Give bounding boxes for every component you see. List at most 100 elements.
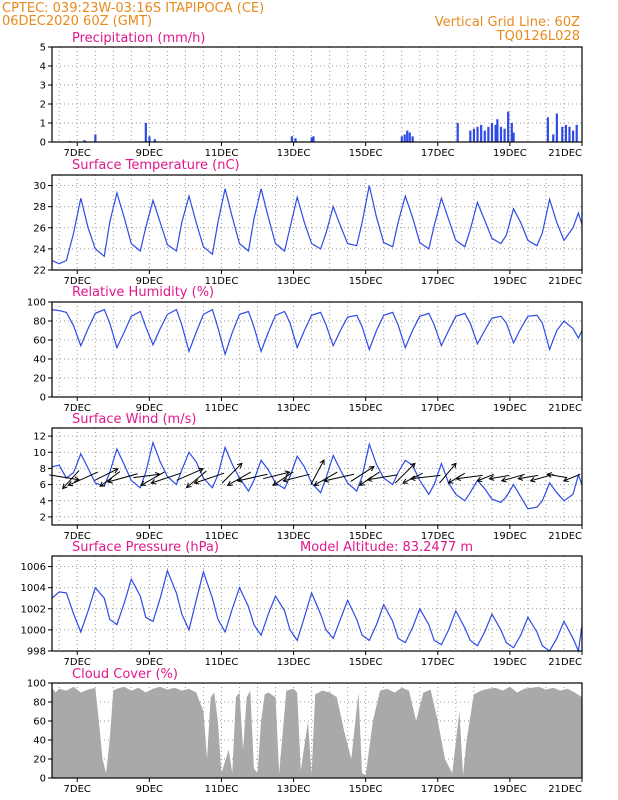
wind-arrow-head: [236, 477, 243, 483]
wind-arrow: [176, 468, 204, 481]
precip-bar: [94, 134, 97, 142]
precip-bar: [144, 123, 147, 142]
wind-arrow: [439, 462, 457, 484]
precip-bar: [568, 126, 571, 142]
precip-bar: [469, 130, 472, 142]
wind-title: Surface Wind (m/s): [72, 412, 196, 427]
wind-arrow: [313, 471, 338, 486]
precip-bar: [494, 124, 497, 142]
temp-panel: Surface Temperature (nC) 22 24 26 28 30 7DEC 9D…: [33, 158, 583, 287]
cloud-title: Cloud Cover (%): [72, 667, 178, 682]
rh-xtick-label: 9DEC: [136, 403, 163, 414]
precip-bar: [552, 134, 555, 142]
precip-bar: [555, 113, 558, 142]
wind-ytick-label: 8: [40, 464, 46, 475]
cloud-xtick-label: 15DEC: [349, 784, 383, 795]
precip-bar: [310, 137, 313, 142]
wind-arrow-head: [319, 459, 325, 466]
temp-xtick-label: 13DEC: [277, 276, 311, 287]
wind-arrow-head: [99, 481, 106, 488]
rh-ytick-label: 0: [40, 393, 46, 404]
wind-arrow-head: [236, 462, 243, 469]
precip-bar: [561, 126, 564, 142]
wind-arrow: [489, 474, 510, 480]
precip-bar: [411, 136, 414, 142]
rh-line: [51, 308, 583, 357]
press-title: Surface Pressure (hPa): [72, 540, 219, 555]
cloud-frame: [51, 682, 583, 779]
wind-arrow: [194, 472, 225, 484]
precip-bar: [564, 124, 567, 142]
wind-arrow: [547, 473, 568, 479]
wind-arrow-head: [358, 480, 365, 486]
wind-ytick-label: 4: [40, 496, 46, 507]
cloud-ytick-label: 60: [33, 717, 46, 728]
rh-ytick-label: 100: [27, 298, 46, 309]
cloud-xtick-label: 17DEC: [421, 784, 455, 795]
wind-arrow-head: [67, 481, 74, 487]
precip-bar: [571, 130, 575, 142]
temp-xtick-label: 9DEC: [136, 276, 163, 287]
precip-bar: [400, 136, 403, 142]
press-xtick-label: 7DEC: [64, 657, 91, 668]
press-line: [51, 568, 583, 654]
wind-arrow: [263, 471, 290, 480]
rh-xtick-label: 17DEC: [421, 403, 455, 414]
press-xtick-label: 19DEC: [493, 657, 527, 668]
rh-xtick-label: 15DEC: [349, 403, 383, 414]
precip-bar: [456, 123, 459, 142]
cloud-xtick-label: 19DEC: [493, 784, 527, 795]
precip-xtick-label: 13DEC: [277, 148, 311, 159]
wind-arrow: [477, 473, 494, 482]
wind-arrow-head: [409, 462, 416, 469]
precip-bar: [312, 136, 315, 142]
wind-ytick-label: 6: [40, 480, 46, 491]
wind-xtick-label: 13DEC: [277, 531, 311, 542]
press-xtick-label: 15DEC: [349, 657, 383, 668]
cloud-cover-area: [52, 686, 582, 778]
wind-arrow-head: [366, 476, 373, 482]
rh-ytick-label: 60: [33, 336, 46, 347]
wind-arrow-head: [546, 472, 553, 478]
precip-bar: [496, 119, 499, 142]
cloud-ytick-label: 40: [33, 736, 46, 747]
wind-arrow: [367, 474, 398, 481]
precip-bar: [546, 117, 549, 142]
wind-arrow: [68, 471, 99, 486]
rh-ytick-label: 80: [33, 317, 46, 328]
wind-xtick-label: 21DEC: [548, 531, 582, 542]
precip-bar: [512, 132, 515, 142]
precip-ytick-label: 3: [40, 81, 46, 92]
press-panel: Surface Pressure (hPa) Model Altitude: 83…: [21, 540, 583, 668]
precip-xtick-label: 11DEC: [205, 148, 239, 159]
wind-arrow: [350, 466, 375, 482]
precip-bar: [499, 126, 503, 142]
temp-ytick-label: 26: [33, 223, 46, 234]
wind-arrow: [310, 459, 325, 485]
precip-bar: [83, 140, 86, 142]
precip-frame: [51, 46, 583, 143]
header-station-text: CPTEC: 039:23W-03:16S ITAPIPOCA (CE): [2, 1, 264, 16]
cloud-xtick-label: 13DEC: [277, 784, 311, 795]
wind-arrow-head: [185, 482, 192, 489]
wind-arrow: [151, 472, 182, 484]
rh-ytick-label: 40: [33, 355, 46, 366]
wind-arrow: [133, 473, 160, 479]
wind-frame: [51, 427, 583, 526]
wind-ytick-label: 12: [33, 432, 46, 443]
wind-xtick-label: 7DEC: [64, 531, 91, 542]
wind-arrow: [530, 473, 554, 482]
wind-ytick-label: 2: [40, 512, 46, 523]
wind-arrow: [283, 473, 310, 482]
precip-bar: [575, 124, 578, 142]
cloud-ytick-label: 80: [33, 698, 46, 709]
precip-bar: [487, 126, 490, 142]
precip-bar: [406, 130, 409, 142]
wind-arrow: [94, 468, 119, 481]
press-annotation: Model Altitude: 83.2477 m: [300, 540, 473, 555]
wind-xtick-label: 17DEC: [421, 531, 455, 542]
precip-bar: [403, 134, 406, 142]
wind-arrow-head: [106, 478, 113, 484]
wind-arrow-head: [140, 480, 147, 486]
